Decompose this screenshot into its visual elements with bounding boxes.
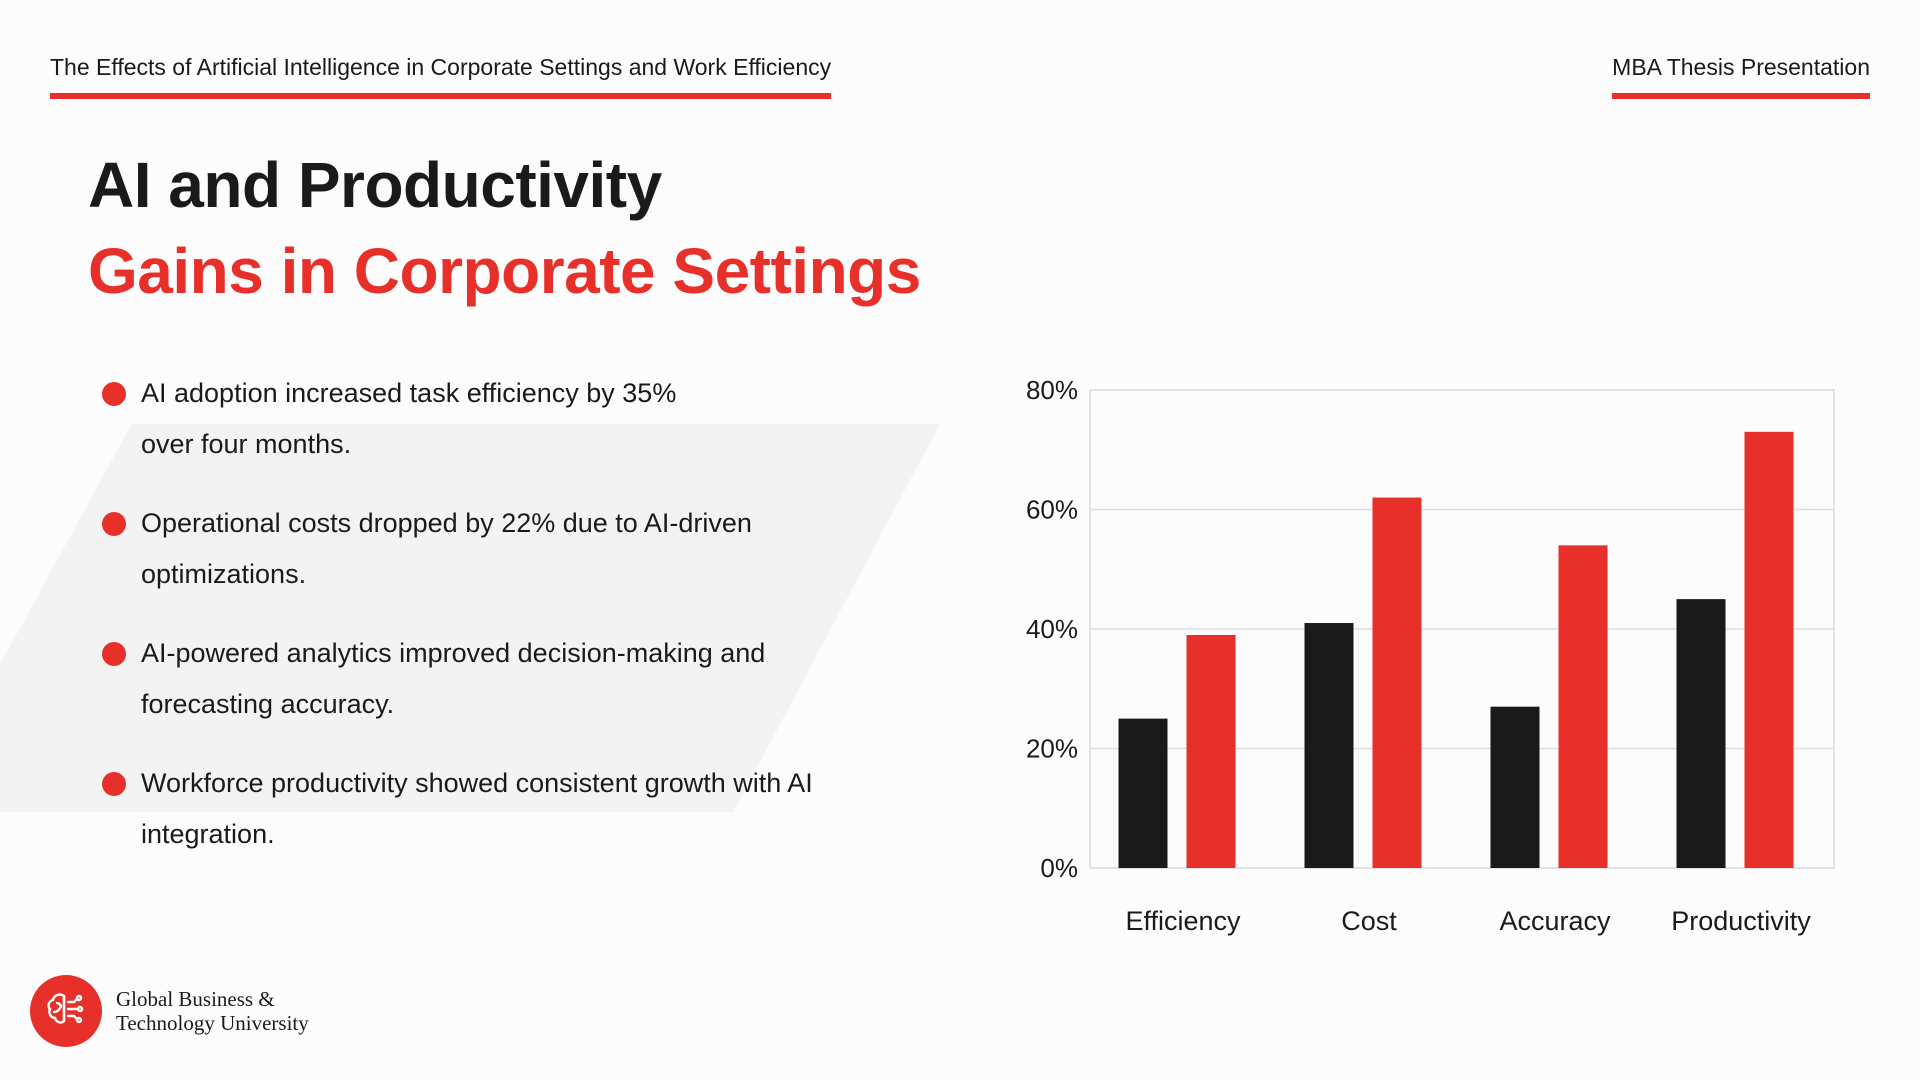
bar-chart-svg: 0% 20% 40% 60% 80% Efficiency Cost Accuracy Prod… (1026, 375, 1835, 936)
bullet-dot-icon (102, 772, 126, 796)
bullet-text: AI adoption increased task efficiency by… (141, 378, 677, 459)
y-tick-label: 20% (1026, 734, 1078, 764)
presentation-label: MBA Thesis Presentation (1612, 54, 1870, 99)
presentation-title: The Effects of Artificial Intelligence i… (50, 54, 832, 99)
bullet-dot-icon (102, 642, 126, 666)
x-tick-label: Accuracy (1499, 906, 1611, 936)
university-name: Global Business & Technology University (116, 987, 309, 1035)
header-left-underline (50, 93, 832, 99)
bar (1490, 706, 1540, 868)
x-tick-label: Cost (1341, 906, 1397, 936)
bar (1304, 623, 1354, 868)
bullet-text: AI-powered analytics improved decision-m… (141, 638, 766, 719)
bar (1744, 431, 1794, 868)
y-tick-label: 0% (1040, 853, 1078, 883)
bar (1676, 599, 1726, 868)
bullet-item: Workforce productivity showed consistent… (100, 758, 860, 860)
presentation-label-text: MBA Thesis Presentation (1612, 54, 1870, 80)
bullet-list: AI adoption increased task efficiency by… (100, 368, 860, 888)
brain-circuit-icon (30, 975, 102, 1047)
university-logo: Global Business & Technology University (30, 975, 309, 1047)
bar (1186, 634, 1236, 868)
presentation-title-text: The Effects of Artificial Intelligence i… (50, 54, 832, 80)
bullet-text: Workforce productivity showed consistent… (141, 768, 813, 849)
y-tick-label: 80% (1026, 375, 1078, 405)
x-tick-label: Productivity (1671, 906, 1811, 936)
bullet-text: Operational costs dropped by 22% due to … (141, 508, 752, 589)
bar (1558, 545, 1608, 868)
y-tick-label: 40% (1026, 614, 1078, 644)
y-tick-label: 60% (1026, 495, 1078, 525)
bullet-item: AI-powered analytics improved decision-m… (100, 628, 860, 730)
header-right-underline (1612, 93, 1870, 99)
university-name-line1: Global Business & (116, 987, 275, 1011)
bullet-dot-icon (102, 382, 126, 406)
bullet-item: Operational costs dropped by 22% due to … (100, 498, 860, 600)
bar-chart: 0% 20% 40% 60% 80% Efficiency Cost Accuracy Prod… (1000, 360, 1860, 965)
bar (1372, 497, 1422, 868)
bar (1118, 718, 1168, 868)
bullet-item: AI adoption increased task efficiency by… (100, 368, 860, 470)
bullet-dot-icon (102, 512, 126, 536)
slide-title: AI and Productivity (88, 149, 662, 221)
slide-subtitle: Gains in Corporate Settings (88, 235, 921, 307)
x-tick-label: Efficiency (1125, 906, 1241, 936)
university-name-line2: Technology University (116, 1011, 309, 1035)
